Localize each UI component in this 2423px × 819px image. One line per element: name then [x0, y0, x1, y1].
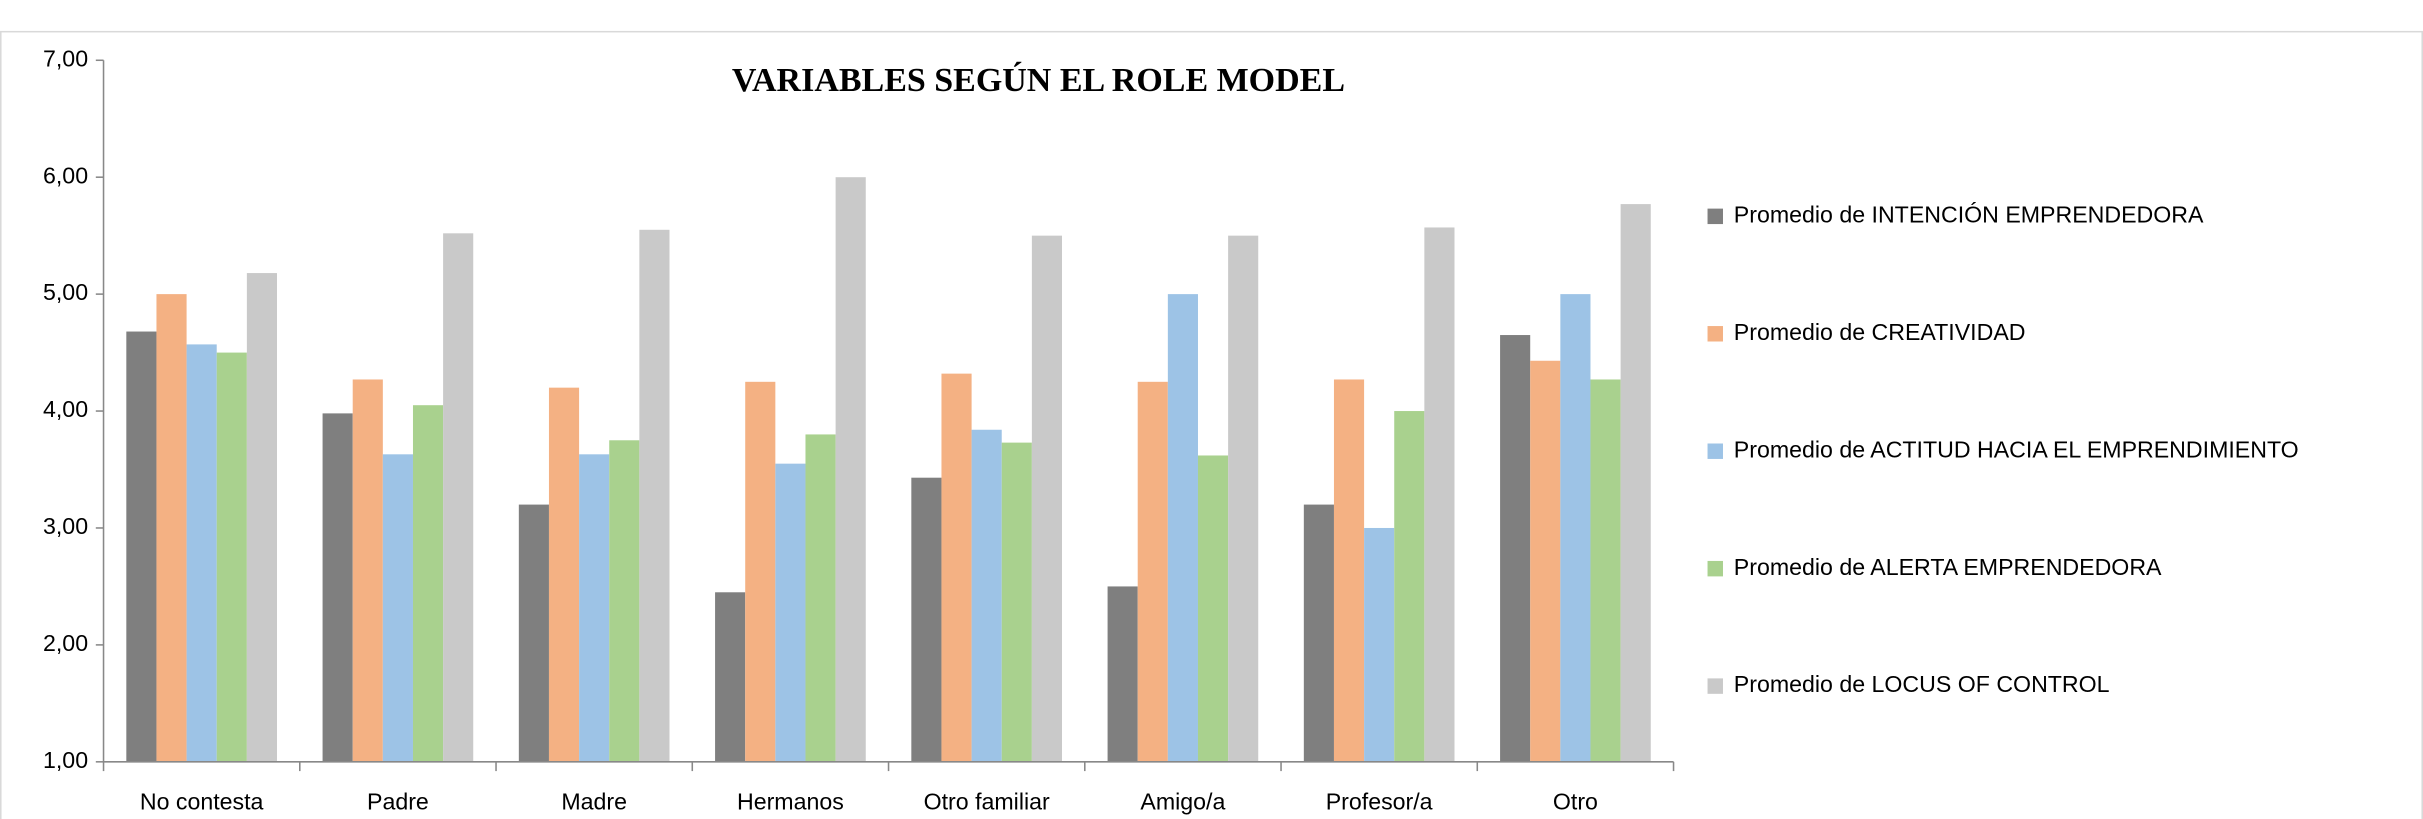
bar [1197, 455, 1229, 762]
bar [548, 387, 580, 762]
bar [1333, 379, 1365, 762]
bar [775, 463, 806, 762]
bar [1031, 235, 1062, 762]
bar [126, 331, 157, 762]
bar [941, 373, 972, 762]
bar [1001, 442, 1032, 762]
x-tick-label: Madre [561, 789, 627, 815]
legend-label: Promedio de ACTITUD HACIA EL EMPRENDIMIE… [1734, 436, 2299, 462]
bar [609, 440, 640, 762]
bar [186, 344, 217, 762]
bar [1530, 360, 1561, 762]
bar [639, 229, 670, 762]
bar [715, 592, 746, 762]
bar [1560, 294, 1591, 762]
bar [1228, 235, 1259, 762]
legend-swatch [1707, 560, 1723, 577]
bar [1620, 204, 1651, 762]
y-tick-label: 1,00 [43, 747, 88, 773]
bar [1364, 527, 1395, 762]
legend-label: Promedio de ALERTA EMPRENDEDORA [1734, 554, 2162, 580]
bar [443, 233, 474, 762]
x-tick-label: Otro familiar [924, 789, 1050, 815]
bar [1303, 504, 1334, 762]
bar [835, 177, 866, 762]
bar [745, 381, 776, 762]
legend-label: Promedio de INTENCIÓN EMPRENDEDORA [1734, 201, 2204, 227]
bar [382, 454, 413, 762]
legend-label: Promedio de CREATIVIDAD [1734, 319, 2026, 345]
bar [1500, 335, 1531, 762]
bar [1590, 379, 1621, 762]
bar [1394, 411, 1425, 762]
legend-swatch [1707, 208, 1723, 225]
y-tick-label: 5,00 [43, 279, 88, 305]
bar [322, 413, 353, 762]
x-tick-label: No contesta [140, 789, 264, 815]
bar [971, 429, 1002, 762]
bar [352, 379, 383, 762]
bar [805, 434, 836, 762]
bar [518, 504, 549, 762]
legend-swatch [1707, 443, 1723, 459]
bar [156, 294, 187, 762]
bar [1167, 294, 1198, 762]
bar [246, 273, 277, 762]
bar [1137, 381, 1168, 762]
legend-label: Promedio de LOCUS OF CONTROL [1734, 671, 2110, 697]
y-tick-label: 3,00 [43, 513, 88, 539]
x-tick-label: Padre [367, 789, 429, 815]
bar [1107, 586, 1138, 762]
bar [216, 352, 247, 762]
x-tick-label: Amigo/a [1140, 789, 1225, 815]
legend-swatch [1707, 326, 1723, 342]
bar [1424, 227, 1455, 762]
y-tick-label: 4,00 [43, 396, 88, 422]
y-tick-label: 7,00 [43, 45, 88, 71]
legend-swatch [1707, 678, 1723, 694]
bar [412, 405, 444, 762]
x-tick-label: Profesor/a [1326, 789, 1433, 815]
y-tick-label: 6,00 [43, 162, 88, 188]
chart-frame [0, 30, 2423, 819]
bar [911, 477, 942, 762]
x-tick-label: Otro [1553, 789, 1598, 815]
x-tick-label: Hermanos [737, 789, 844, 815]
chart-title: VARIABLES SEGÚN EL ROLE MODEL [732, 61, 1345, 99]
y-tick-label: 2,00 [43, 630, 88, 656]
bar [579, 454, 610, 762]
